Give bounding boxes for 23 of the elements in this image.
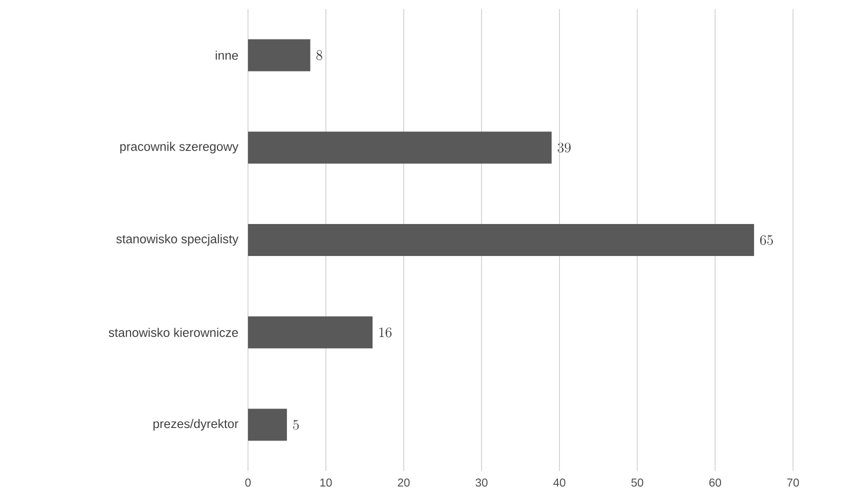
x-tick-label: 0: [245, 478, 251, 487]
x-tick-label: 40: [553, 478, 566, 487]
x-tick-label: 60: [709, 478, 722, 487]
data-label: 5: [293, 420, 299, 430]
data-label: 16: [379, 327, 392, 338]
data-label: 65: [760, 235, 773, 245]
y-tick-label: prezes/dyrektor: [153, 418, 238, 431]
bar: [248, 408, 287, 441]
y-tick-label: stanowisko kierownicze: [108, 328, 238, 337]
x-tick-label: 20: [398, 478, 410, 487]
x-tick-label: 70: [787, 478, 799, 487]
bar: [248, 132, 552, 164]
x-tick-label: 30: [476, 478, 488, 487]
y-tick-label: stanowisko specjalisty: [116, 234, 238, 246]
y-tick-label: pracownik szeregowy: [120, 142, 238, 154]
data-label: 39: [558, 142, 571, 153]
bar: [248, 316, 373, 348]
y-tick-label: inne: [216, 50, 238, 60]
x-tick-label: 10: [320, 478, 332, 487]
data-label: 8: [316, 50, 322, 60]
x-tick-label: 50: [631, 478, 644, 487]
bar: [248, 39, 310, 72]
bar: [248, 224, 754, 256]
